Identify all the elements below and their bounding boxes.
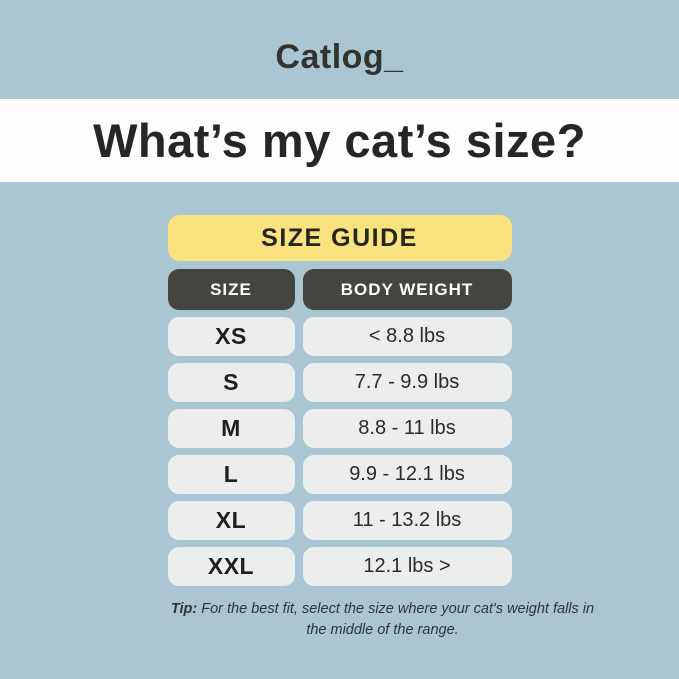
- weight-cell: 11 - 13.2 lbs: [302, 501, 512, 540]
- fit-tip: Tip: For the best fit, select the size w…: [168, 599, 598, 641]
- size-cell: XXL: [167, 547, 295, 586]
- size-guide-table: SIZE BODY WEIGHT XS < 8.8 lbs S 7.7 - 9.…: [167, 269, 512, 586]
- size-cell: S: [167, 363, 295, 402]
- brand-logo: Catlog_: [275, 38, 404, 76]
- title-band: What’s my cat’s size?: [0, 99, 679, 182]
- size-cell: L: [167, 455, 295, 494]
- header: Catlog_: [0, 0, 679, 77]
- fit-tip-text: For the best fit, select the size where …: [201, 601, 595, 639]
- size-cell: XS: [167, 317, 295, 356]
- page-title: What’s my cat’s size?: [93, 114, 586, 167]
- column-header-body-weight: BODY WEIGHT: [302, 269, 512, 310]
- size-guide-title: SIZE GUIDE: [167, 215, 512, 261]
- weight-cell: 7.7 - 9.9 lbs: [302, 363, 512, 402]
- fit-tip-label: Tip:: [170, 601, 198, 617]
- weight-cell: 9.9 - 12.1 lbs: [302, 455, 512, 494]
- size-guide: SIZE GUIDE SIZE BODY WEIGHT XS < 8.8 lbs…: [167, 215, 594, 641]
- size-cell: M: [167, 409, 295, 448]
- size-cell: XL: [167, 501, 295, 540]
- weight-cell: 8.8 - 11 lbs: [302, 409, 512, 448]
- column-header-size: SIZE: [167, 269, 295, 310]
- weight-cell: < 8.8 lbs: [302, 317, 512, 356]
- weight-cell: 12.1 lbs >: [302, 547, 512, 586]
